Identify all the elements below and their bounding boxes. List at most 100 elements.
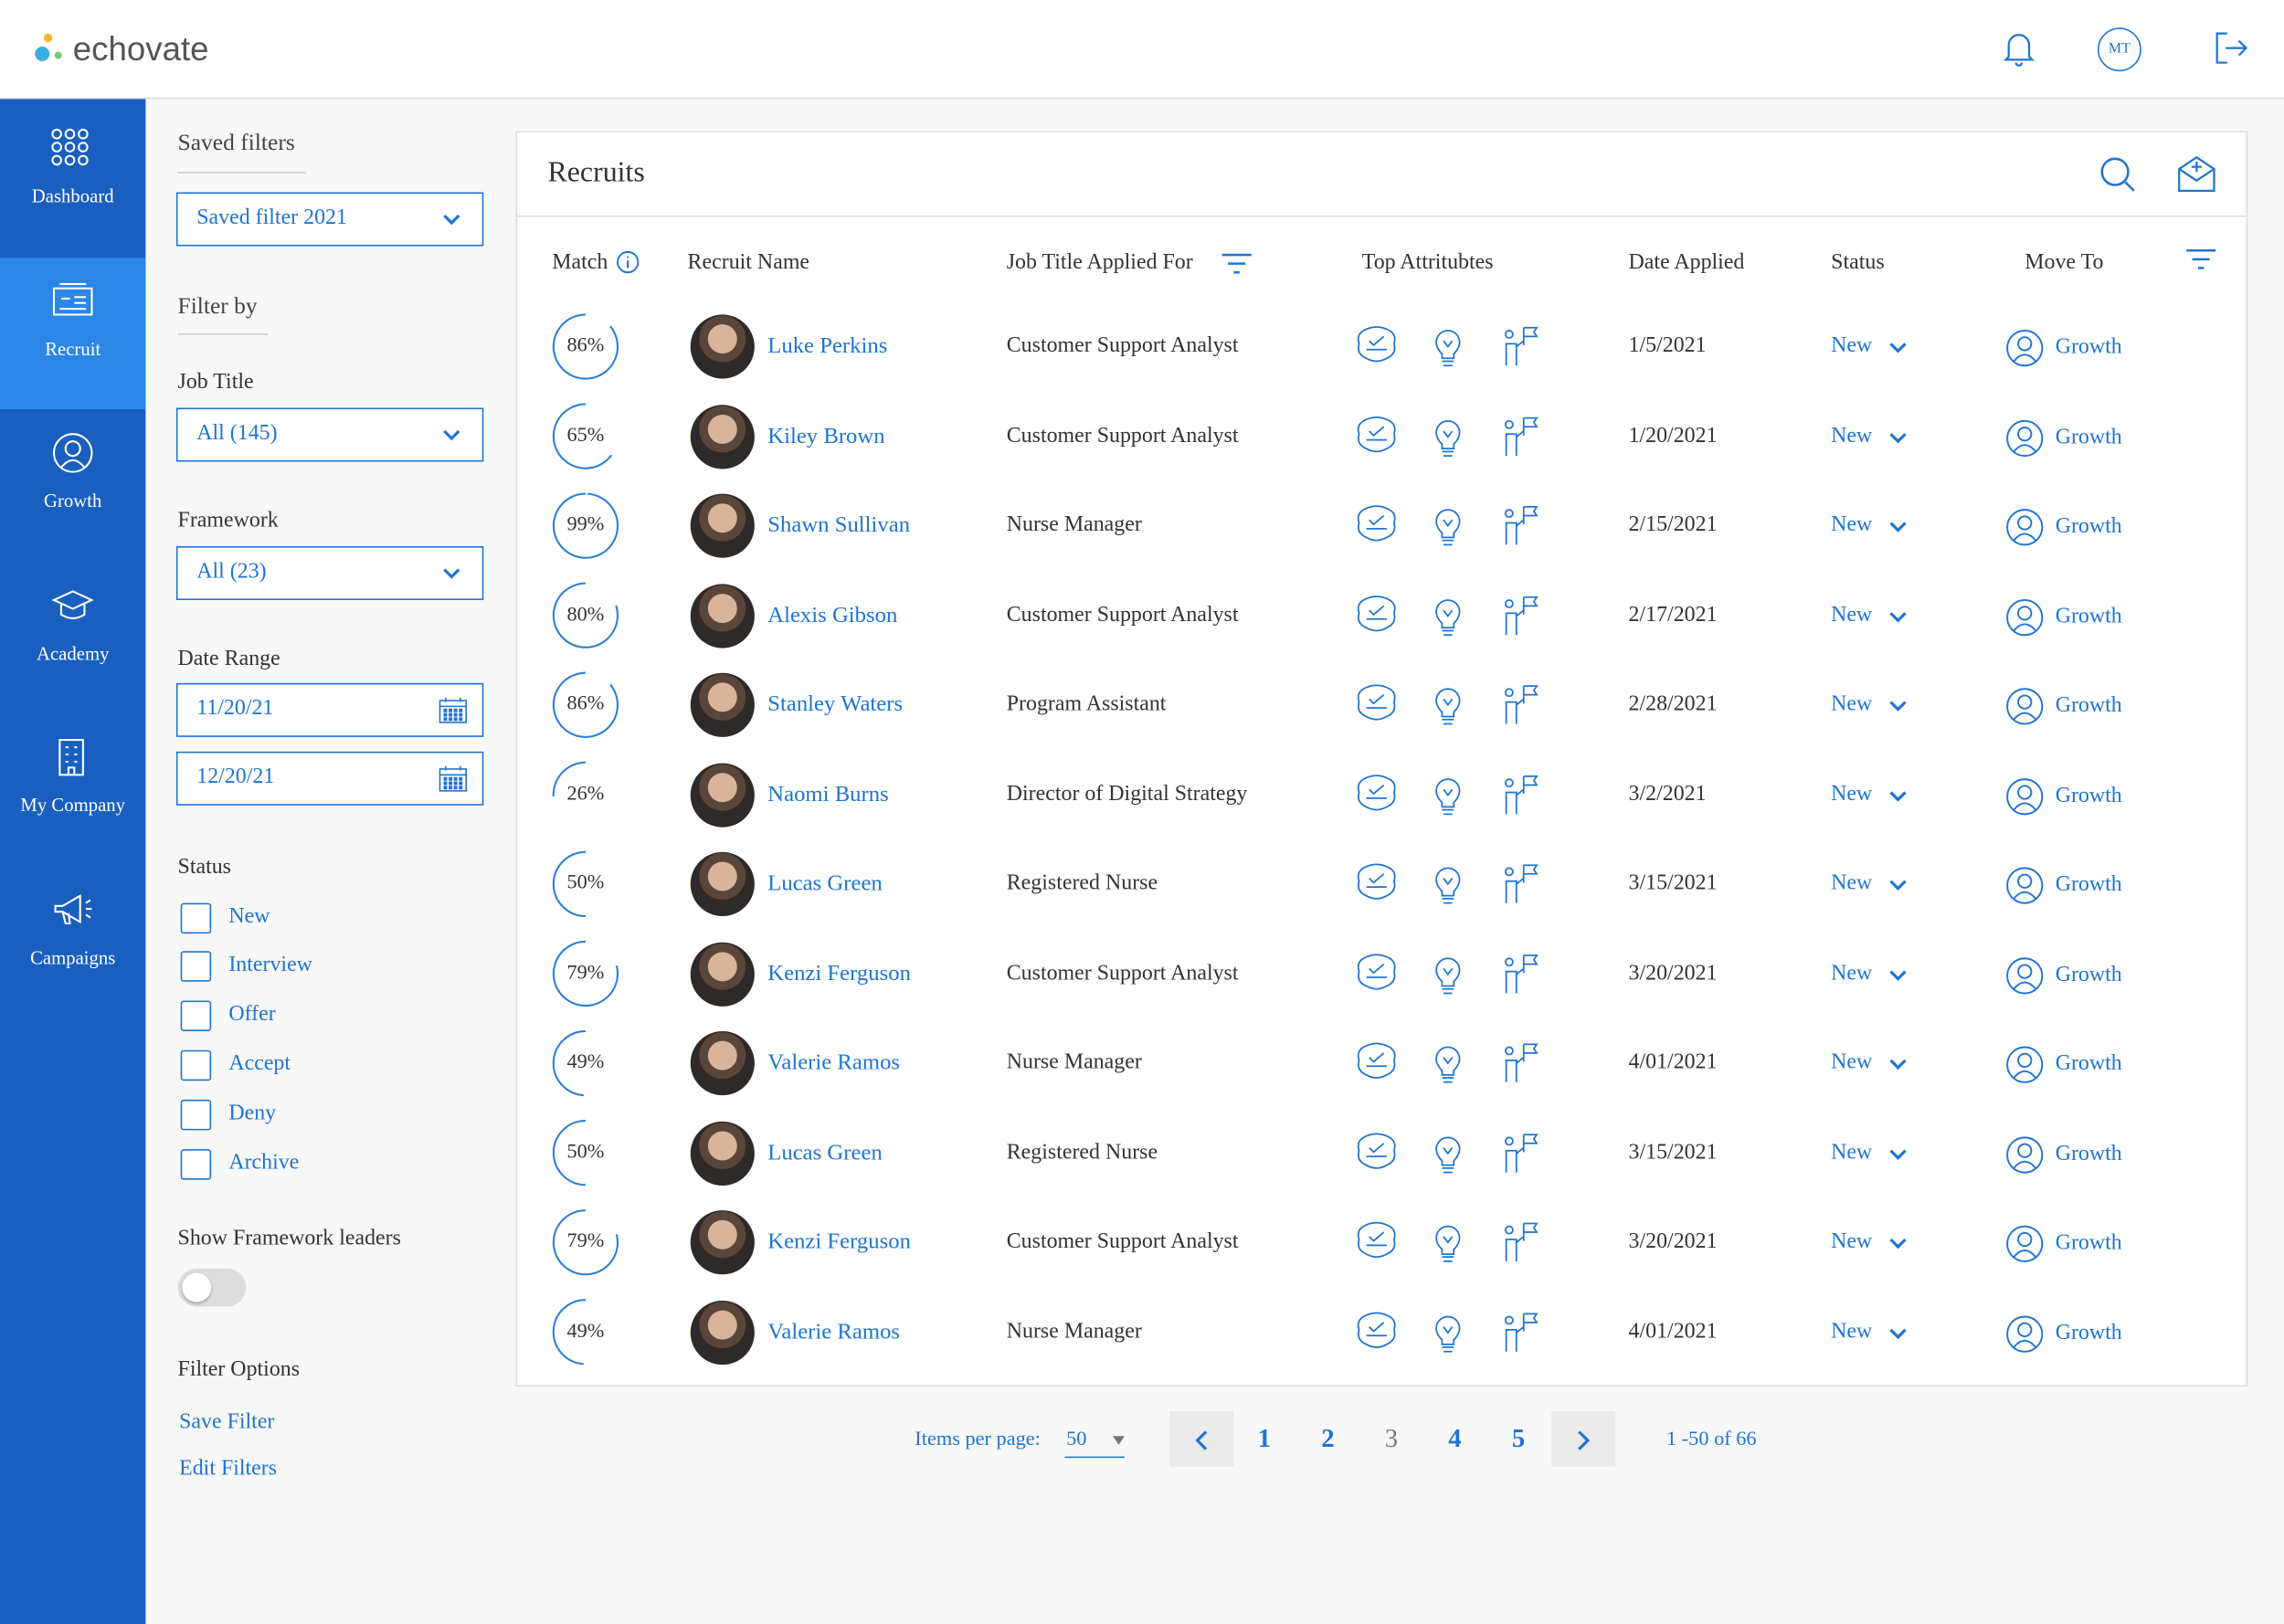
prev-page[interactable] — [1169, 1411, 1234, 1467]
page-number[interactable]: 1 — [1257, 1423, 1272, 1453]
move-to[interactable]: Growth — [2055, 693, 2122, 718]
attribute-icon[interactable] — [1426, 681, 1470, 725]
status[interactable]: New — [1831, 603, 1873, 627]
growth-icon[interactable] — [2005, 1135, 2044, 1173]
status-chevron[interactable] — [1887, 1058, 1908, 1072]
attribute-icon[interactable] — [1497, 323, 1541, 367]
checkbox[interactable] — [180, 902, 212, 933]
attribute-icon[interactable] — [1355, 681, 1399, 725]
growth-icon[interactable] — [2005, 1046, 2044, 1083]
date-input[interactable] — [175, 751, 484, 806]
checkbox[interactable] — [180, 951, 212, 983]
attribute-icon[interactable] — [1426, 860, 1470, 904]
status[interactable]: New — [1831, 1319, 1873, 1344]
recruit-name[interactable]: Valerie Ramos — [767, 1318, 901, 1345]
growth-icon[interactable] — [2005, 329, 2044, 367]
status-chevron[interactable] — [1887, 1147, 1908, 1162]
saved-filter-select-chevron[interactable] — [441, 213, 461, 227]
attribute-icon[interactable] — [1426, 1130, 1470, 1174]
attribute-icon[interactable] — [1355, 1130, 1399, 1174]
status[interactable]: New — [1831, 782, 1873, 806]
invite-icon[interactable] — [2176, 153, 2217, 194]
page-number[interactable]: 3 — [1384, 1423, 1399, 1453]
growth-icon[interactable] — [2005, 867, 2044, 904]
avatar[interactable] — [690, 314, 755, 379]
attribute-icon[interactable] — [1426, 502, 1470, 546]
checkbox[interactable] — [180, 1000, 212, 1032]
avatar[interactable] — [690, 583, 755, 648]
checkbox-label[interactable]: Interview — [228, 954, 312, 977]
recruit-name[interactable]: Kenzi Ferguson — [767, 960, 911, 986]
status-chevron[interactable] — [1887, 1326, 1908, 1341]
calendar-icon[interactable] — [439, 696, 468, 723]
avatar[interactable] — [690, 1121, 755, 1186]
attribute-icon[interactable] — [1426, 771, 1470, 815]
job-title-select-chevron[interactable] — [441, 428, 461, 443]
status-chevron[interactable] — [1887, 609, 1908, 624]
recruit-name[interactable]: Valerie Ramos — [767, 1049, 901, 1075]
move-to[interactable]: Growth — [2055, 1052, 2122, 1076]
job-title-select[interactable] — [175, 407, 484, 462]
nav-icon[interactable] — [51, 585, 95, 626]
status[interactable]: New — [1831, 1229, 1873, 1254]
avatar[interactable] — [690, 493, 755, 558]
move-to[interactable]: Growth — [2055, 335, 2122, 360]
growth-icon[interactable] — [2005, 418, 2044, 457]
growth-icon[interactable] — [2005, 688, 2044, 725]
attribute-icon[interactable] — [1426, 1219, 1470, 1263]
attribute-icon[interactable] — [1355, 1219, 1399, 1263]
move-to[interactable]: Growth — [2055, 604, 2122, 628]
framework-select-chevron[interactable] — [441, 566, 461, 581]
page-number[interactable]: 5 — [1511, 1423, 1526, 1453]
avatar[interactable] — [690, 1210, 755, 1275]
status-chevron[interactable] — [1887, 699, 1908, 713]
nav-label[interactable]: Recruit — [45, 337, 101, 360]
attribute-icon[interactable] — [1355, 1309, 1399, 1353]
checkbox-label[interactable]: New — [228, 904, 270, 928]
status[interactable]: New — [1831, 871, 1873, 895]
recruit-name[interactable]: Naomi Burns — [767, 781, 889, 807]
attribute-icon[interactable] — [1497, 1130, 1541, 1174]
attribute-icon[interactable] — [1355, 771, 1399, 815]
growth-icon[interactable] — [2005, 598, 2044, 636]
avatar[interactable] — [690, 404, 755, 469]
status-chevron[interactable] — [1887, 341, 1908, 355]
attribute-icon[interactable] — [1497, 1040, 1541, 1084]
attribute-icon[interactable] — [1355, 860, 1399, 904]
bell-icon[interactable] — [2003, 29, 2035, 67]
avatar[interactable] — [690, 762, 755, 827]
next-page[interactable] — [1551, 1411, 1616, 1467]
attribute-icon[interactable] — [1497, 413, 1541, 457]
framework-select[interactable] — [175, 545, 484, 600]
attribute-icon[interactable] — [1426, 950, 1470, 994]
move-to[interactable]: Growth — [2055, 1142, 2122, 1165]
nav-icon[interactable] — [51, 890, 95, 931]
checkbox-label[interactable]: Deny — [228, 1101, 277, 1125]
date-input[interactable] — [175, 682, 484, 737]
attribute-icon[interactable] — [1355, 592, 1399, 636]
move-to[interactable]: Growth — [2055, 514, 2122, 539]
user-avatar[interactable]: MT — [2097, 27, 2141, 72]
calendar-icon[interactable] — [439, 765, 468, 792]
nav-icon[interactable] — [51, 737, 95, 778]
items-per-page[interactable]: 50 — [1066, 1429, 1087, 1451]
attribute-icon[interactable] — [1497, 592, 1541, 636]
job-filter-icon[interactable] — [1221, 252, 1253, 276]
checkbox-label[interactable]: Offer — [228, 1003, 276, 1027]
move-to[interactable]: Growth — [2055, 425, 2122, 449]
checkbox[interactable] — [180, 1049, 212, 1081]
filter-link[interactable]: Edit Filters — [179, 1456, 278, 1481]
status[interactable]: New — [1831, 424, 1873, 448]
search-icon[interactable] — [2100, 157, 2138, 195]
saved-filter-select[interactable] — [175, 192, 484, 247]
status[interactable]: New — [1831, 961, 1873, 985]
nav-label[interactable]: Growth — [44, 489, 102, 511]
attribute-icon[interactable] — [1355, 950, 1399, 994]
recruit-name[interactable]: Luke Perkins — [767, 333, 888, 359]
avatar[interactable] — [690, 941, 755, 1007]
recruit-name[interactable]: Shawn Sullivan — [767, 512, 911, 538]
attribute-icon[interactable] — [1497, 771, 1541, 815]
attribute-icon[interactable] — [1426, 323, 1470, 367]
status-chevron[interactable] — [1887, 520, 1908, 534]
page-number[interactable]: 2 — [1321, 1423, 1335, 1453]
